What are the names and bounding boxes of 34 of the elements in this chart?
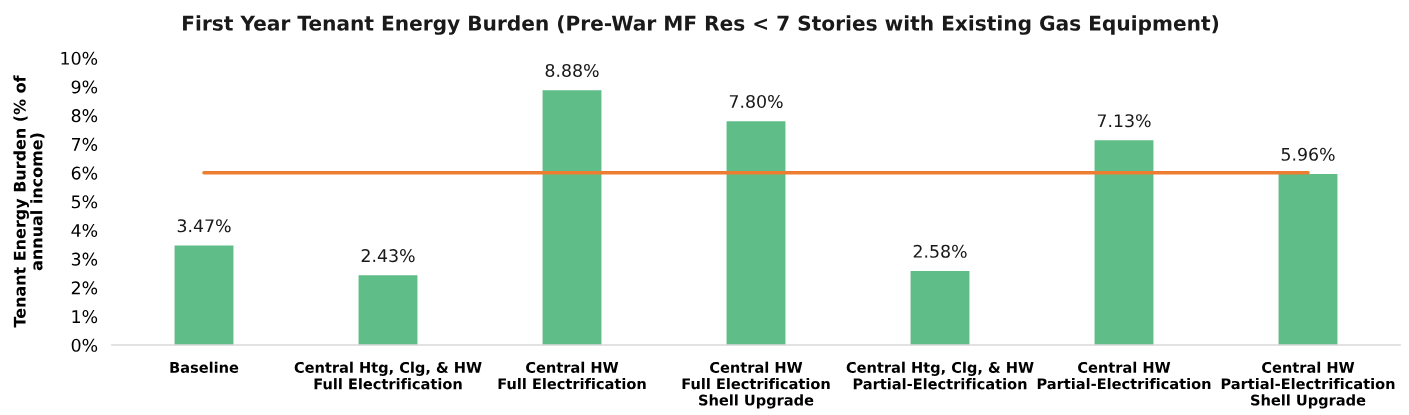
y-axis-title: Tenant Energy Burden (% of annual income) [13, 75, 45, 328]
data-label: 7.13% [1097, 114, 1151, 128]
bar [174, 245, 234, 345]
y-tick-label: 4% [71, 223, 98, 238]
x-tick-label: Baseline [170, 361, 239, 373]
bar [726, 121, 786, 345]
y-tick-label: 10% [61, 51, 98, 65]
x-tick-label: Central HW Full Electrification Shell Upgrade [682, 361, 830, 409]
bar [1278, 173, 1338, 345]
data-label: 3.47% [177, 219, 231, 233]
bar [358, 275, 418, 345]
bar [910, 270, 970, 345]
y-tick-label: 6% [71, 166, 98, 180]
bar [1094, 140, 1154, 345]
y-tick-label: 0% [71, 338, 98, 352]
x-tick-label: Central HW Partial-Electrification [1037, 361, 1211, 390]
y-tick-label: 9% [71, 80, 98, 94]
data-label: 2.58% [913, 244, 967, 258]
y-tick-label: 8% [71, 109, 98, 123]
y-tick-label: 1% [72, 310, 98, 324]
x-tick-label: Central Htg, Clg, & HW Full Electrification [294, 361, 482, 390]
data-label: 5.96% [1281, 147, 1335, 161]
y-tick-label: 5% [71, 195, 98, 209]
x-tick-label: Central HW Full Electrification [498, 361, 646, 390]
x-tick-label: Central HW Partial-Electrification Shell Upgrade [1221, 361, 1395, 409]
data-label: 2.43% [361, 249, 415, 263]
y-tick-label: 2% [71, 281, 98, 295]
x-tick-label: Central Htg, Clg, & HW Partial-Electrification [846, 361, 1034, 390]
y-tick-label: 3% [71, 252, 98, 266]
chart-title: First Year Tenant Energy Burden (Pre-War MF Res < 7 Stories with Existing Gas Equipment) [183, 15, 1219, 35]
bar [542, 90, 602, 345]
y-tick-label: 7% [71, 137, 98, 151]
data-label: 7.80% [729, 94, 783, 109]
data-label: 8.88% [545, 63, 599, 78]
